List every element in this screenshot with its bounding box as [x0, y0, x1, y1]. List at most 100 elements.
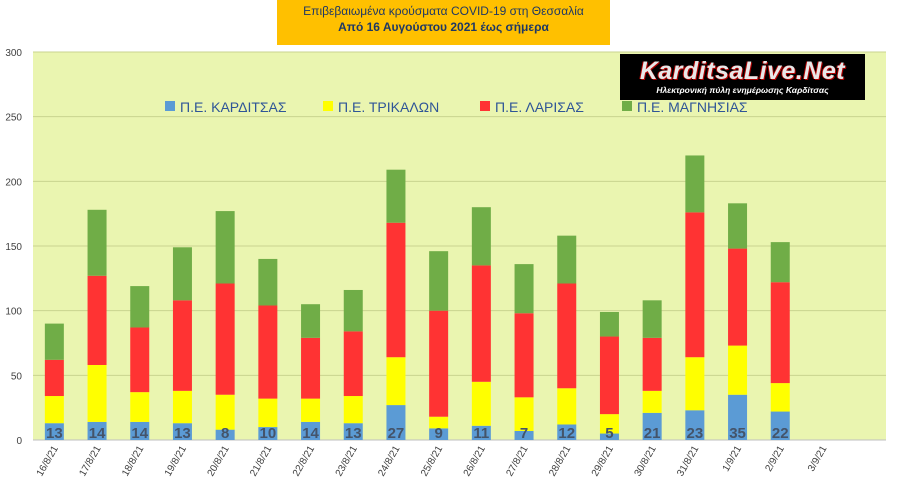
bar-segment-2 — [44, 359, 64, 397]
bar-segment-3 — [599, 311, 619, 337]
x-tick-label: 22/8/21 — [291, 444, 317, 479]
bar-segment-1 — [130, 392, 150, 422]
bar-segment-3 — [642, 300, 662, 338]
x-tick-label: 20/8/21 — [206, 444, 232, 479]
bar-segment-3 — [471, 207, 491, 266]
y-tick-label: 0 — [16, 436, 22, 447]
bar-segment-0 — [130, 421, 150, 440]
chart-title-box: Επιβεβαιωμένα κρούσματα COVID-19 στη Θεσ… — [277, 0, 610, 45]
bar-segment-1 — [429, 416, 449, 429]
bar-segment-2 — [642, 337, 662, 391]
x-tick-label: 1/9/21 — [721, 444, 745, 474]
bar-segment-3 — [514, 264, 534, 314]
bar-segment-3 — [130, 286, 150, 328]
bar-segment-2 — [728, 248, 748, 346]
data-label: 13 — [345, 425, 362, 442]
bar-segment-0 — [471, 425, 491, 440]
data-label: 9 — [434, 425, 442, 442]
data-label: 27 — [388, 425, 405, 442]
data-label: 14 — [302, 425, 319, 442]
bar-segment-2 — [471, 265, 491, 382]
bar-segment-1 — [44, 396, 64, 424]
x-tick-label: 27/8/21 — [504, 444, 530, 479]
bar-segment-1 — [386, 357, 406, 406]
bar-segment-0 — [429, 428, 449, 440]
bar-segment-1 — [87, 364, 107, 422]
karditsalive-logo: KarditsaLive.Net Ηλεκτρονική πύλη ενημέρ… — [620, 54, 865, 100]
bar-segment-2 — [343, 331, 363, 397]
y-tick-label: 100 — [5, 307, 22, 318]
bar-segment-0 — [557, 424, 577, 440]
bar-segment-1 — [557, 388, 577, 425]
x-tick-label: 3/9/21 — [806, 444, 830, 474]
bar-segment-1 — [471, 381, 491, 426]
bar-segment-2 — [215, 283, 235, 395]
data-label: 35 — [729, 425, 746, 442]
legend-label: Π.Ε. ΤΡΙΚΑΛΩΝ — [338, 99, 439, 115]
data-label: 13 — [46, 425, 63, 442]
bar-segment-3 — [301, 304, 321, 338]
x-tick-label: 25/8/21 — [419, 444, 445, 479]
bar-segment-2 — [130, 327, 150, 393]
bar-segment-1 — [172, 390, 192, 424]
bar-segment-2 — [685, 212, 705, 358]
data-label: 14 — [89, 425, 106, 442]
bar-segment-3 — [557, 235, 577, 284]
bar-segment-0 — [44, 423, 64, 440]
bar-segment-2 — [172, 300, 192, 391]
legend-swatch — [323, 101, 333, 111]
bar-segment-1 — [258, 398, 278, 428]
bar-segment-1 — [728, 345, 748, 395]
bar-segment-3 — [685, 155, 705, 213]
y-tick-label: 200 — [5, 177, 22, 188]
bar-segment-1 — [215, 394, 235, 430]
bar-segment-2 — [386, 222, 406, 358]
x-tick-label: 18/8/21 — [120, 444, 146, 479]
logo-name: KarditsaLive.Net — [639, 57, 846, 85]
bar-segment-1 — [301, 398, 321, 422]
bar-segment-2 — [599, 336, 619, 415]
bar-segment-2 — [770, 282, 790, 384]
x-tick-label: 17/8/21 — [77, 444, 103, 479]
x-tick-label: 19/8/21 — [163, 444, 189, 479]
bar-segment-0 — [514, 430, 534, 440]
x-tick-label: 2/9/21 — [763, 444, 787, 474]
legend-label: Π.Ε. ΜΑΓΝΗΣΙΑΣ — [637, 99, 748, 115]
bar-segment-2 — [301, 337, 321, 399]
legend-swatch — [622, 101, 632, 111]
bar-segment-3 — [770, 242, 790, 283]
bar-segment-2 — [87, 275, 107, 365]
chart-subtitle: Από 16 Αυγούστου 2021 έως σήμερα — [338, 20, 549, 34]
bar-segment-3 — [386, 169, 406, 223]
x-tick-label: 31/8/21 — [675, 444, 701, 479]
bar-segment-0 — [343, 423, 363, 440]
legend-label: Π.Ε. ΛΑΡΙΣΑΣ — [495, 99, 584, 115]
bar-segment-2 — [429, 310, 449, 417]
x-tick-label: 29/8/21 — [590, 444, 616, 479]
bar-segment-2 — [557, 283, 577, 389]
legend-swatch — [480, 101, 490, 111]
data-label: 12 — [558, 425, 575, 442]
data-label: 21 — [644, 425, 661, 442]
bar-segment-3 — [429, 251, 449, 311]
data-label: 11 — [473, 425, 489, 442]
data-label: 5 — [605, 425, 613, 442]
chart-title: Επιβεβαιωμένα κρούσματα COVID-19 στη Θεσ… — [303, 4, 584, 18]
x-tick-label: 24/8/21 — [376, 444, 402, 479]
y-tick-label: 150 — [5, 242, 22, 253]
legend-swatch — [165, 101, 175, 111]
data-label: 22 — [772, 425, 789, 442]
bar-segment-3 — [172, 247, 192, 301]
bar-segment-0 — [215, 429, 235, 440]
data-label: 7 — [520, 425, 528, 442]
bar-segment-0 — [386, 405, 406, 440]
bar-segment-1 — [770, 383, 790, 412]
y-tick-label: 300 — [5, 48, 22, 59]
bar-segment-3 — [343, 289, 363, 332]
data-label: 14 — [131, 425, 148, 442]
bar-segment-1 — [514, 397, 534, 431]
bar-segment-0 — [685, 410, 705, 440]
legend-label: Π.Ε. ΚΑΡΔΙΤΣΑΣ — [180, 99, 287, 115]
bar-segment-1 — [642, 390, 662, 413]
